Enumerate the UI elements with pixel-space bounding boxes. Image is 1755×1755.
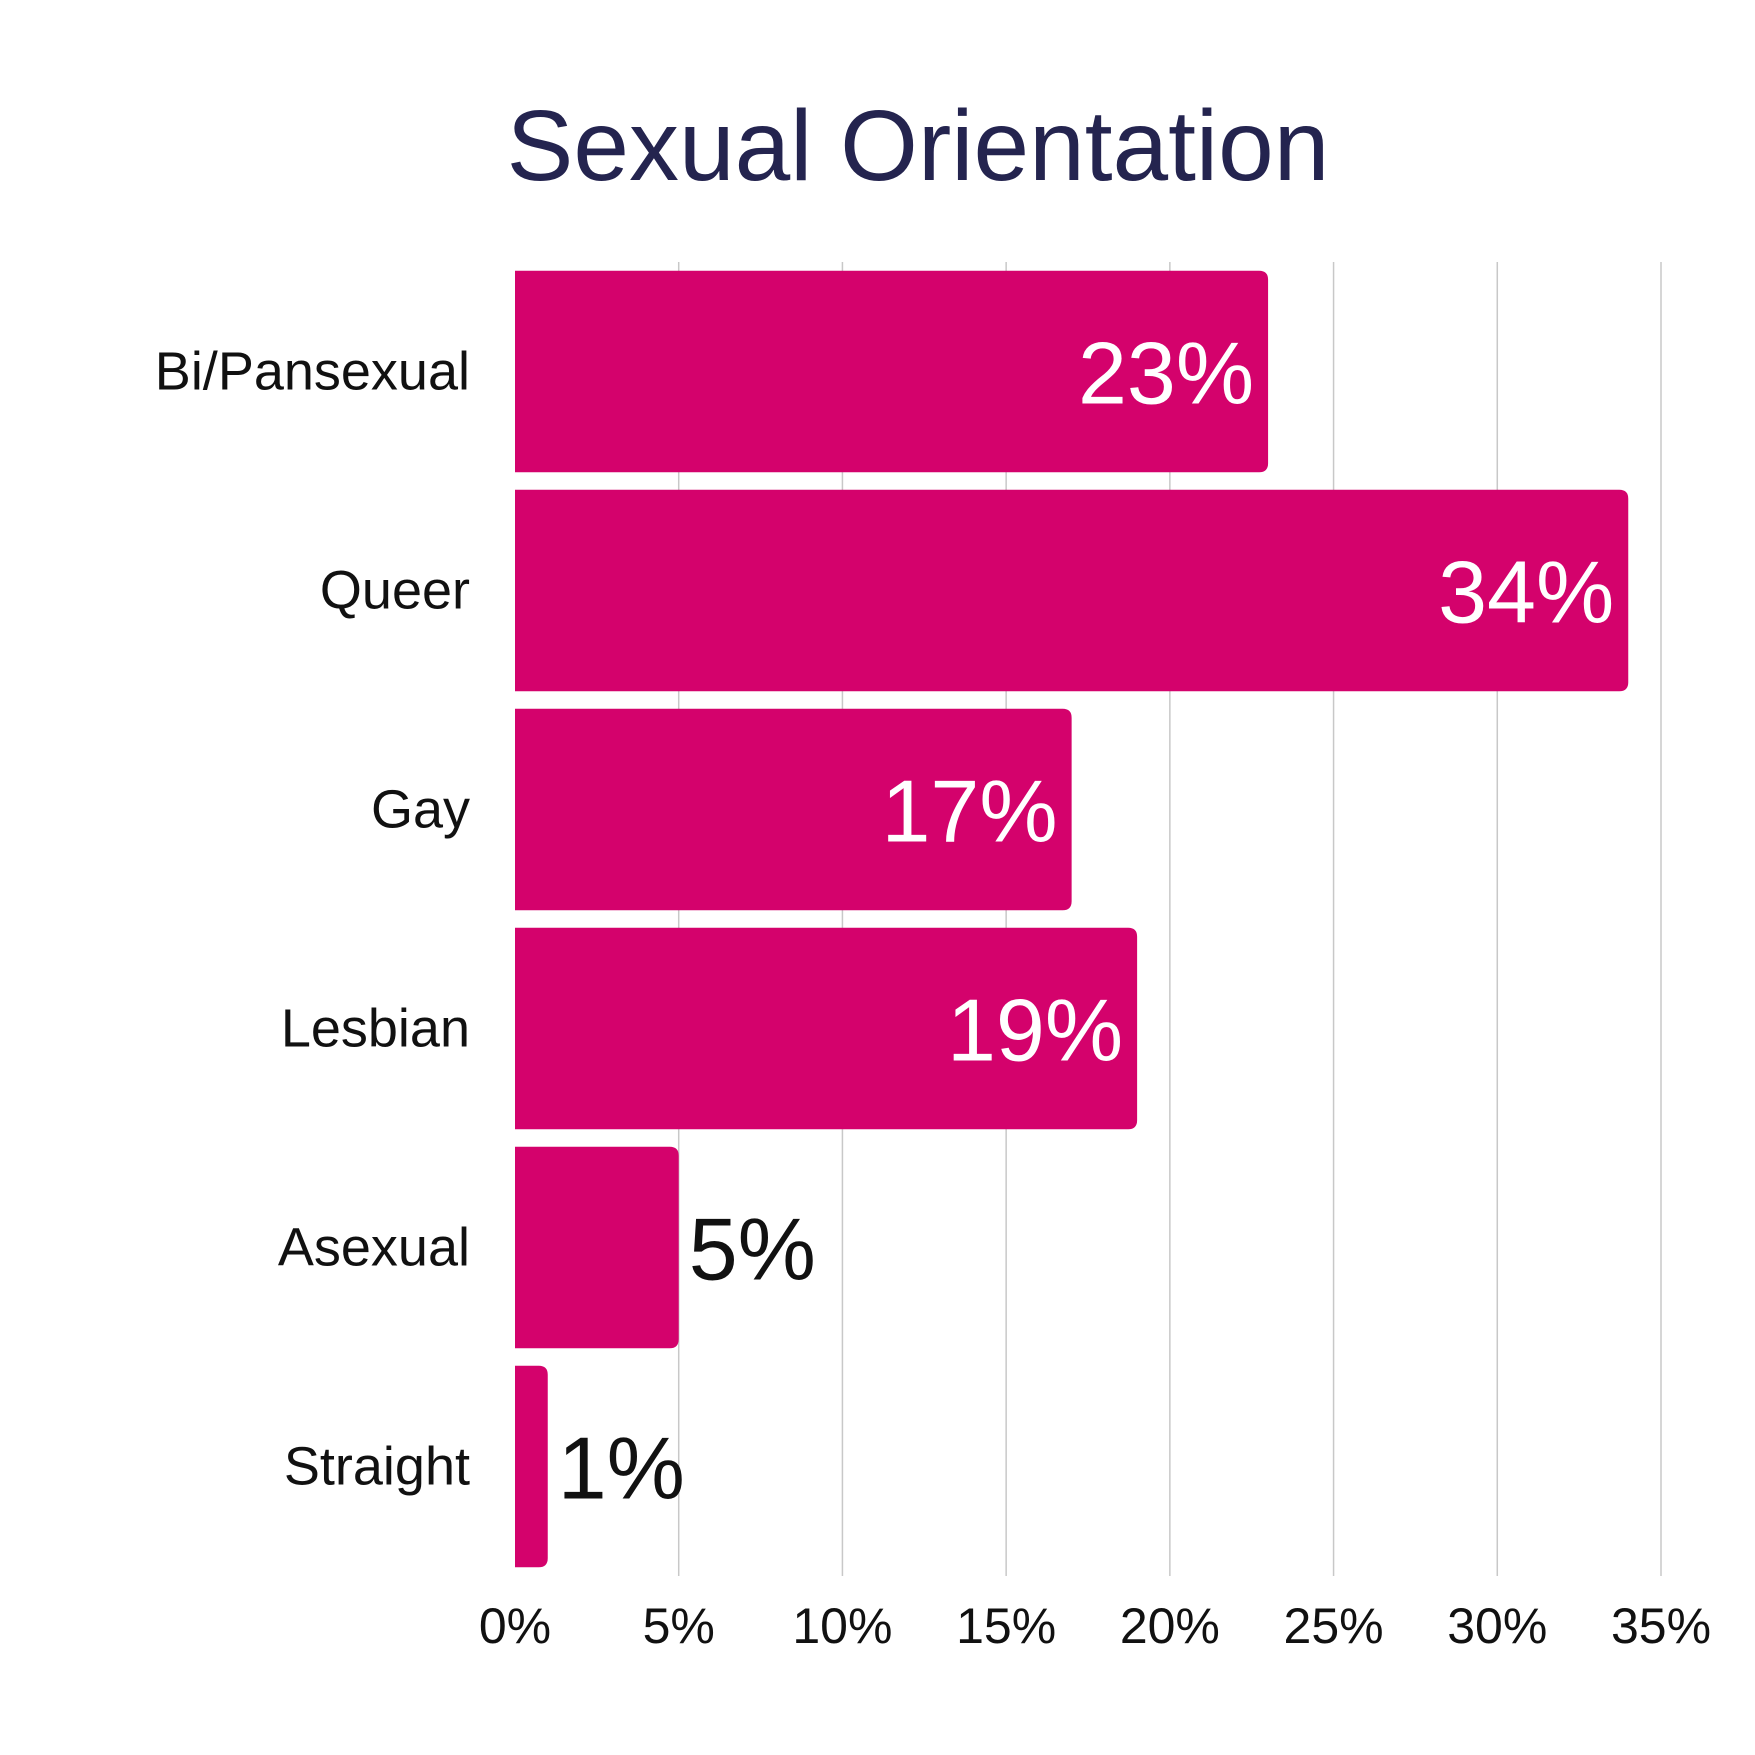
category-label: Straight	[284, 1437, 470, 1497]
bar	[515, 1365, 548, 1568]
bar	[515, 270, 1269, 473]
category-label: Queer	[320, 561, 470, 621]
data-label: 34%	[1438, 543, 1614, 642]
data-label: 17%	[881, 762, 1057, 861]
category-label: Gay	[371, 780, 470, 840]
value-labels: 23% 34% 17% 19% 5% 1%	[558, 324, 1615, 1518]
chart-title: Sexual Orientation	[507, 90, 1330, 202]
bars	[515, 270, 1629, 1568]
x-tick-label: 15%	[956, 1598, 1056, 1654]
x-tick-label: 20%	[1120, 1598, 1220, 1654]
bar	[515, 708, 1072, 911]
x-tick-label: 10%	[792, 1598, 892, 1654]
category-labels: Bi/Pansexual Queer Gay Lesbian Asexual Straig…	[155, 342, 470, 1497]
gridlines	[677, 262, 1662, 1576]
bar	[515, 927, 1138, 1130]
x-axis-tick-labels: 0% 5% 10% 15% 20% 25% 30% 35%	[479, 1598, 1711, 1654]
data-label: 19%	[947, 981, 1123, 1080]
data-label: 23%	[1078, 324, 1254, 423]
category-label: Bi/Pansexual	[155, 342, 470, 402]
x-tick-label: 35%	[1611, 1598, 1711, 1654]
x-tick-label: 30%	[1447, 1598, 1547, 1654]
category-label: Asexual	[278, 1218, 470, 1278]
bar	[515, 1146, 679, 1349]
category-label: Lesbian	[281, 999, 470, 1059]
x-tick-label: 5%	[643, 1598, 715, 1654]
bar	[515, 489, 1629, 692]
x-tick-label: 25%	[1284, 1598, 1384, 1654]
data-label: 5%	[689, 1200, 816, 1299]
data-label: 1%	[558, 1419, 685, 1518]
x-tick-label: 0%	[479, 1598, 551, 1654]
